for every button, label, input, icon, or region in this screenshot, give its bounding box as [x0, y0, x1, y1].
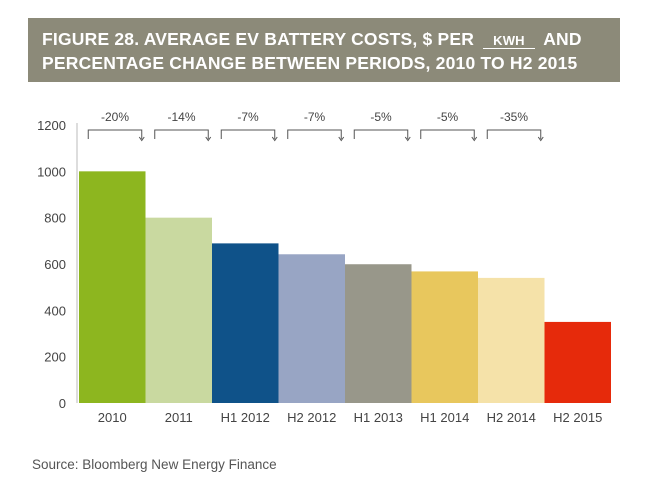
change-bracket: [220, 129, 276, 139]
y-tick-label: 800: [44, 211, 66, 226]
change-label: -7%: [237, 110, 259, 124]
change-arrow: [338, 136, 345, 142]
title-unit: KWH: [483, 33, 535, 49]
source-note: Source: Bloomberg New Energy Finance: [32, 457, 277, 472]
x-tick-label: H1 2013: [354, 410, 403, 425]
change-arrow: [404, 136, 411, 142]
change-arrow: [271, 136, 278, 142]
y-tick-label: 1000: [37, 164, 66, 179]
change-arrow: [138, 136, 145, 142]
x-tick-label: H2 2014: [487, 410, 536, 425]
x-tick-label: H2 2015: [553, 410, 602, 425]
bar: [345, 264, 412, 403]
change-arrow: [205, 136, 212, 142]
change-bracket: [87, 129, 143, 139]
bar: [212, 243, 279, 403]
y-tick-label: 0: [59, 396, 66, 411]
x-tick-label: H2 2012: [287, 410, 336, 425]
change-arrow: [471, 136, 478, 142]
change-label: -5%: [370, 110, 392, 124]
change-label: -5%: [437, 110, 459, 124]
figure-title: FIGURE 28. AVERAGE EV BATTERY COSTS, $ P…: [28, 18, 620, 82]
change-arrow: [537, 136, 544, 142]
title-line-1: FIGURE 28. AVERAGE EV BATTERY COSTS, $ P…: [42, 27, 606, 51]
x-tick-label: 2011: [165, 410, 193, 425]
bar-chart: 0 200 400 600 800 1000 1200 2010 2011 H1 2012 H2 2…: [37, 110, 611, 425]
y-tick-label: 1200: [37, 118, 66, 133]
x-tick-label: 2010: [98, 410, 127, 425]
change-bracket: [420, 129, 475, 139]
change-bracket: [287, 129, 342, 139]
change-bracket: [353, 129, 409, 139]
title-prefix: FIGURE 28. AVERAGE EV BATTERY COSTS, $ P…: [42, 29, 475, 49]
bar: [411, 271, 478, 403]
bar: [79, 171, 146, 403]
change-bracket: [486, 129, 542, 139]
bar: [478, 277, 545, 403]
bar: [278, 254, 345, 403]
change-label: -20%: [101, 110, 129, 124]
y-tick-label: 600: [44, 257, 66, 272]
title-line-2: PERCENTAGE CHANGE BETWEEN PERIODS, 2010 …: [42, 53, 578, 73]
change-label: -14%: [167, 110, 195, 124]
x-tick-label: H1 2012: [221, 410, 270, 425]
title-suffix: AND: [543, 29, 582, 49]
y-tick-label: 200: [44, 350, 66, 365]
change-bracket: [154, 129, 209, 139]
bar: [544, 321, 611, 403]
change-label: -7%: [304, 110, 326, 124]
y-tick-label: 400: [44, 303, 66, 318]
change-label: -35%: [500, 110, 528, 124]
bar: [145, 217, 212, 403]
x-tick-label: H1 2014: [420, 410, 469, 425]
